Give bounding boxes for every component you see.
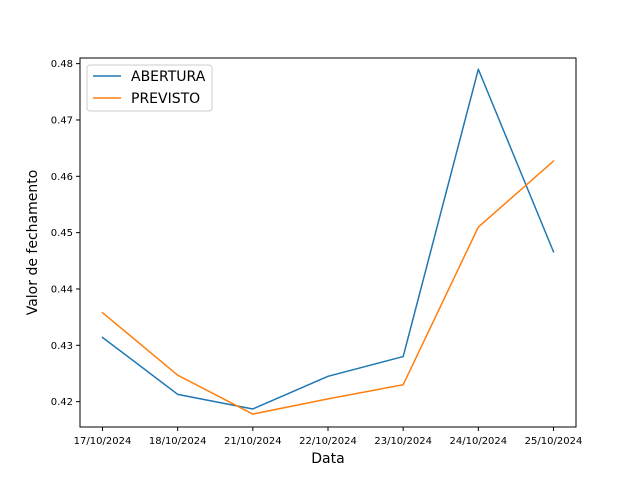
legend-label-abertura: ABERTURA xyxy=(131,69,206,85)
y-axis-label: Valor de fechamento xyxy=(25,170,41,316)
y-tick-label: 0.44 xyxy=(51,284,73,295)
y-tick-label: 0.45 xyxy=(51,228,73,239)
y-tick-label: 0.42 xyxy=(51,397,73,408)
x-tick-label: 22/10/2024 xyxy=(299,436,357,447)
y-axis: 0.42 0.43 0.44 0.45 0.46 0.47 0.48 xyxy=(51,59,80,408)
legend: ABERTURA PREVISTO xyxy=(86,64,213,112)
y-tick-label: 0.47 xyxy=(51,115,73,126)
x-tick-label: 17/10/2024 xyxy=(74,436,132,447)
y-tick-label: 0.48 xyxy=(51,59,73,70)
x-tick-label: 25/10/2024 xyxy=(525,436,583,447)
x-tick-label: 23/10/2024 xyxy=(374,436,432,447)
legend-label-previsto: PREVISTO xyxy=(131,91,200,107)
x-axis: 17/10/2024 18/10/2024 21/10/2024 22/10/2024… xyxy=(74,427,583,447)
x-tick-label: 24/10/2024 xyxy=(450,436,508,447)
series-line-abertura xyxy=(101,68,555,410)
series-line-previsto xyxy=(101,160,555,415)
plot-lines xyxy=(101,68,555,415)
x-tick-label: 18/10/2024 xyxy=(149,436,207,447)
x-axis-label: Data xyxy=(311,451,344,467)
x-tick-label: 21/10/2024 xyxy=(224,436,282,447)
y-tick-label: 0.46 xyxy=(51,172,73,183)
y-tick-label: 0.43 xyxy=(51,341,73,352)
